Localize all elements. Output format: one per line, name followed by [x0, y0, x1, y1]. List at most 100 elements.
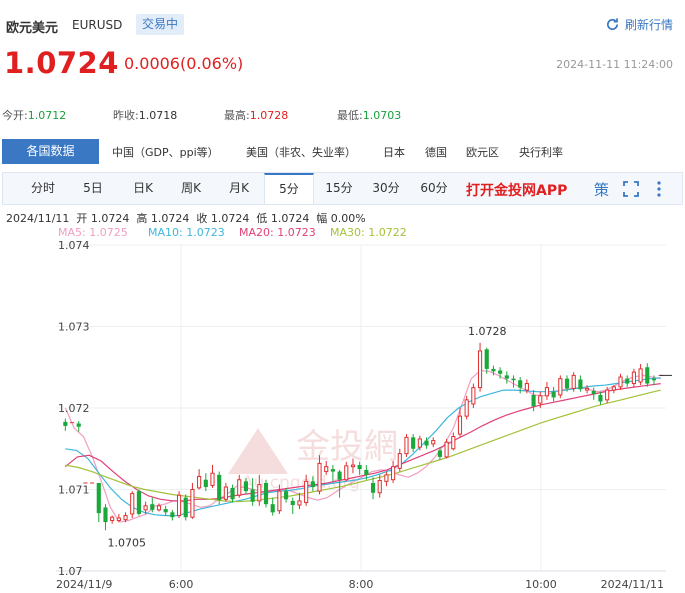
tab-germany[interactable]: 德国	[425, 146, 447, 159]
candle-body	[317, 462, 322, 492]
candle	[257, 474, 262, 506]
tab-japan[interactable]: 日本	[383, 146, 405, 159]
ma5-line	[64, 369, 661, 523]
candle-body	[203, 479, 208, 488]
candle	[324, 460, 329, 475]
tab-daily[interactable]: 日K	[133, 181, 153, 195]
stat-high: 最高:1.0728	[224, 107, 288, 123]
stat-value: 1.0718	[138, 109, 178, 122]
candle	[76, 421, 81, 432]
ma20-label: MA20: 1.0723	[239, 226, 316, 239]
candle	[444, 438, 449, 459]
candle	[585, 385, 590, 394]
candle	[591, 387, 596, 400]
candle-body	[384, 474, 389, 482]
candle-body	[357, 465, 362, 470]
candle-body	[130, 493, 135, 515]
stat-open: 今开:1.0712	[2, 107, 66, 123]
candle-body	[538, 395, 543, 404]
tab-weekly[interactable]: 周K	[181, 181, 201, 195]
candle-body	[156, 505, 162, 511]
candle-body	[558, 378, 563, 396]
candle	[645, 363, 650, 387]
stat-value: 1.0703	[362, 109, 402, 122]
candle	[538, 391, 543, 408]
tab-china[interactable]: 中国（GDP、ppi等）	[112, 146, 219, 159]
candle-body	[310, 481, 315, 488]
more-options-icon[interactable]	[655, 179, 663, 199]
candle-body	[645, 367, 650, 384]
candle-body	[250, 489, 255, 502]
candle	[143, 501, 148, 514]
tab-intraday[interactable]: 分时	[30, 181, 55, 195]
candle	[377, 474, 382, 498]
quote-timestamp: 2024-11-11 11:24:00	[556, 58, 673, 71]
x-tick-label: 2024/11/11	[601, 578, 664, 591]
candle-body	[344, 465, 349, 481]
candle-body	[625, 378, 630, 384]
y-tick-label: 1.071	[58, 484, 90, 497]
tab-central-bank-rate[interactable]: 央行利率	[519, 146, 563, 159]
candle-body	[110, 516, 115, 521]
stat-label: 最高:	[224, 109, 250, 122]
y-tick-label: 1.073	[58, 321, 90, 334]
candle-body	[290, 500, 295, 505]
country-data-tabs: 各国数据 中国（GDP、ppi等） 美国（非农、失业率） 日本 德国 欧元区 央…	[0, 139, 685, 164]
tab-5min[interactable]: 5分	[264, 173, 314, 204]
candle-body	[243, 481, 249, 492]
candle	[558, 375, 563, 399]
candle	[290, 497, 295, 514]
strategy-button[interactable]: 策	[594, 181, 610, 199]
candle	[631, 368, 636, 387]
fullscreen-icon[interactable]	[623, 181, 639, 197]
stat-label: 今开:	[2, 109, 28, 122]
candle-body	[431, 440, 436, 445]
tab-eurozone[interactable]: 欧元区	[466, 146, 499, 159]
candle-body	[544, 387, 550, 397]
candle	[598, 391, 603, 405]
candle-body	[176, 494, 182, 517]
candle	[397, 448, 402, 472]
candle	[498, 367, 503, 379]
candle	[176, 491, 182, 519]
y-tick-label: 1.074	[58, 239, 90, 252]
candle-body	[163, 509, 168, 513]
x-tick-label: 2024/11/9	[56, 578, 112, 591]
candle	[210, 465, 215, 488]
candle-body	[391, 466, 396, 481]
tab-60min[interactable]: 60分	[420, 181, 448, 195]
candle-body	[284, 491, 289, 500]
candle-body	[424, 440, 429, 446]
candle	[170, 509, 175, 521]
candle	[531, 390, 536, 412]
open-app-link[interactable]: 打开金投网APP	[466, 183, 568, 199]
candle-body	[498, 370, 503, 374]
tab-30min[interactable]: 30分	[372, 181, 400, 195]
instrument-name: 欧元美元	[6, 21, 59, 36]
tab-5day[interactable]: 5日	[83, 181, 103, 195]
ma20-line	[64, 383, 661, 502]
candle-body	[451, 436, 456, 450]
candle	[370, 477, 376, 500]
candle-body	[531, 394, 536, 407]
candle-body	[471, 387, 476, 405]
candle	[417, 435, 422, 451]
stat-prev-close: 昨收:1.0718	[113, 107, 177, 123]
current-price: 1.0724	[4, 46, 119, 80]
candle-body	[598, 394, 603, 402]
tab-usa[interactable]: 美国（非农、失业率）	[246, 146, 356, 159]
candle	[357, 461, 362, 475]
candle-body	[404, 436, 409, 455]
candle	[578, 375, 583, 392]
tab-country-data[interactable]: 各国数据	[2, 139, 99, 164]
refresh-button[interactable]: 刷新行情	[605, 16, 673, 33]
candle	[518, 377, 523, 394]
candle-body	[457, 415, 463, 435]
tab-15min[interactable]: 15分	[325, 181, 353, 195]
candle	[130, 491, 135, 519]
period-tabs: 分时 5日 日K 周K 月K 5分 15分 30分 60分 打开金投网APP 策	[2, 172, 683, 205]
candle	[217, 471, 222, 505]
candle-body	[477, 350, 483, 389]
tab-monthly[interactable]: 月K	[229, 181, 249, 195]
